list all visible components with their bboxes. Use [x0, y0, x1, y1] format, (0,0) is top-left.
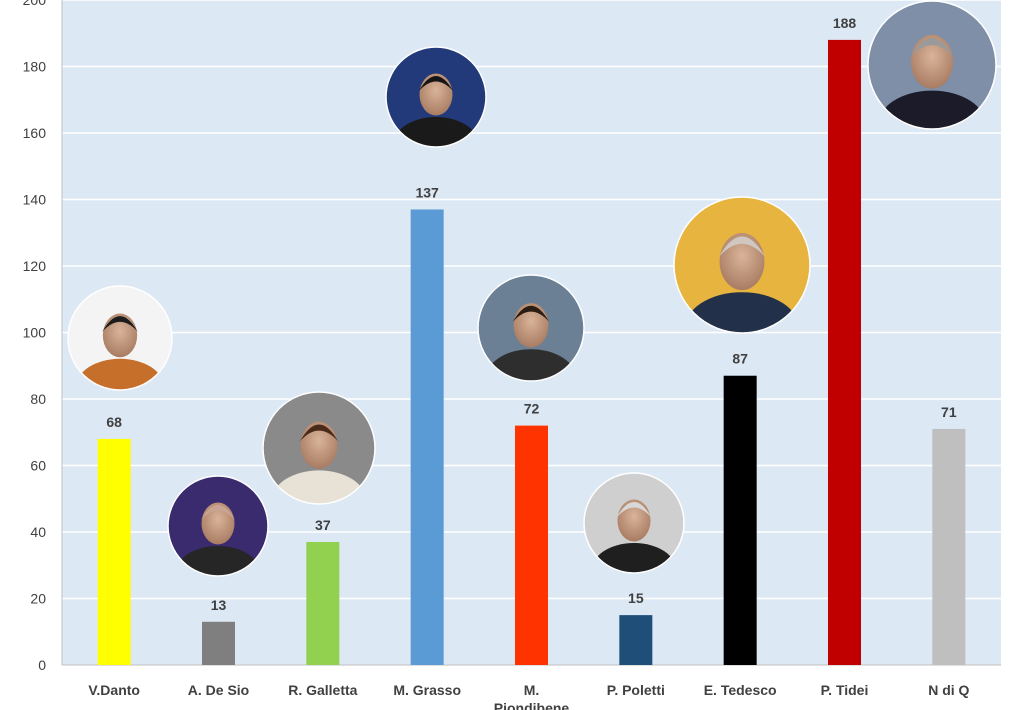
portrait-face	[300, 421, 338, 469]
portrait-shoulders	[271, 470, 367, 504]
portrait-image	[68, 286, 172, 390]
bar	[306, 541, 340, 665]
category-label: P. Poletti	[607, 682, 665, 698]
data-label: 137	[415, 184, 439, 200]
portrait-image	[868, 1, 996, 129]
portrait-hair	[718, 236, 766, 257]
bar	[515, 425, 548, 665]
portrait-image	[168, 476, 268, 576]
portrait-image	[386, 47, 486, 147]
bar	[723, 375, 757, 665]
portrait-hair	[201, 505, 235, 520]
portrait-photo	[167, 475, 269, 577]
y-tick-label: 140	[23, 192, 47, 208]
category-label: M.	[524, 682, 540, 698]
data-label: 71	[941, 404, 957, 420]
portrait-face	[102, 313, 138, 358]
y-tick-label: 100	[23, 325, 47, 341]
portrait-shoulders	[877, 90, 987, 129]
portrait-photo	[867, 0, 997, 130]
portrait-shoulders	[485, 349, 577, 381]
portrait-photo	[477, 274, 585, 382]
data-label: 37	[315, 517, 331, 533]
y-tick-label: 200	[23, 0, 47, 8]
y-tick-label: 160	[23, 125, 47, 141]
category-label: M. Grasso	[393, 682, 461, 698]
bar	[828, 39, 861, 665]
y-tick-label: 80	[30, 391, 46, 407]
data-label: 188	[833, 15, 857, 31]
portrait-border	[583, 472, 685, 574]
portrait-photo	[673, 196, 811, 334]
data-label: 72	[524, 401, 540, 417]
portrait-hair	[617, 502, 651, 517]
y-tick-label: 60	[30, 458, 46, 474]
bar	[410, 209, 444, 665]
y-tick-label: 0	[38, 657, 46, 673]
portrait-shoulders	[175, 546, 261, 576]
y-tick-label: 120	[23, 258, 47, 274]
portrait-shoulders	[393, 117, 479, 147]
portrait-face	[910, 34, 954, 89]
data-label: 68	[106, 414, 122, 430]
category-label: P. Tidei	[821, 682, 869, 698]
portrait-shoulders	[591, 543, 677, 573]
y-tick-label: 180	[23, 59, 47, 75]
y-tick-label: 20	[30, 591, 46, 607]
portrait-hair	[102, 316, 138, 332]
portrait-border	[167, 475, 269, 577]
bars	[97, 39, 966, 665]
data-label: 13	[211, 597, 227, 613]
portrait-face	[201, 502, 235, 545]
portrait-border	[867, 0, 997, 130]
bar	[202, 621, 235, 665]
portrait-face	[617, 499, 651, 542]
portrait-face	[513, 303, 549, 348]
category-label: A. De Sio	[188, 682, 249, 698]
labels: 68 V.Danto 13 A. De Sio 37 R. Galletta 137 M. G…	[88, 15, 969, 710]
portrait-hair	[419, 76, 453, 91]
portrait-image	[584, 473, 684, 573]
data-label: 87	[732, 351, 748, 367]
portrait-hair	[910, 38, 954, 58]
portrait-image	[478, 275, 584, 381]
portrait-border	[262, 391, 376, 505]
bar	[932, 428, 966, 665]
portrait-shoulders	[75, 358, 165, 390]
category-label: Piondibene	[494, 700, 570, 710]
portraits	[67, 0, 997, 577]
bar	[97, 438, 131, 665]
portrait-border	[477, 274, 585, 382]
portrait-photo	[583, 472, 685, 574]
portrait-border	[385, 46, 487, 148]
portrait-photo	[262, 391, 376, 505]
portrait-face	[419, 73, 453, 116]
portrait-shoulders	[684, 292, 800, 333]
category-label: E. Tedesco	[704, 682, 777, 698]
y-tick-label: 40	[30, 524, 46, 540]
portrait-border	[673, 196, 811, 334]
data-label: 15	[628, 590, 644, 606]
category-label: V.Danto	[88, 682, 140, 698]
portrait-face	[719, 233, 765, 291]
portrait-border	[67, 285, 173, 391]
portrait-photo	[385, 46, 487, 148]
category-label: N di Q	[928, 682, 969, 698]
category-label: R. Galletta	[288, 682, 357, 698]
bar	[619, 615, 653, 665]
portrait-hair	[299, 424, 339, 442]
portrait-photo	[67, 285, 173, 391]
portrait-hair	[512, 305, 550, 322]
portrait-image	[674, 197, 810, 333]
portrait-image	[263, 392, 375, 504]
